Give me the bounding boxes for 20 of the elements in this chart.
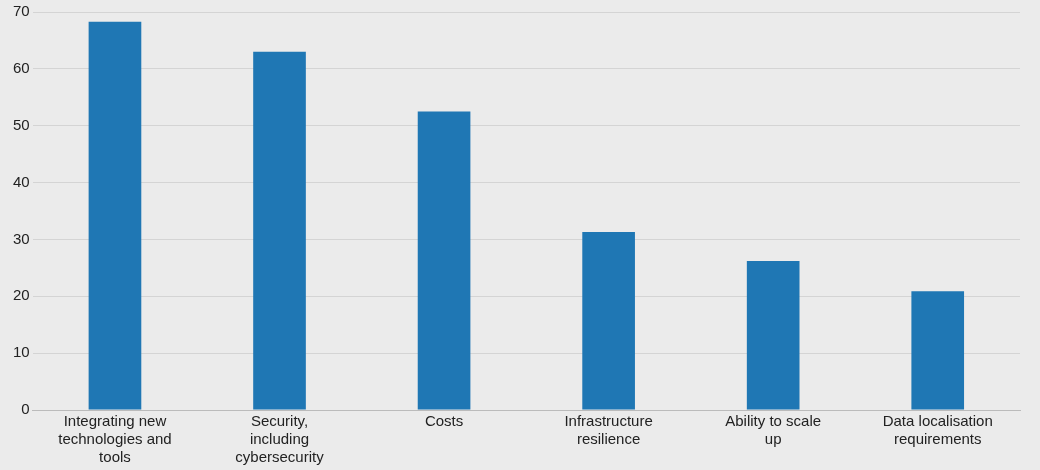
y-tick-label: 40 [13,172,30,190]
y-tick-label: 20 [13,286,30,304]
y-tick-label: 30 [13,229,30,247]
y-tick-label: 50 [13,115,30,133]
x-tick-label: Security, including cybersecurity [235,412,325,466]
bar [911,291,965,410]
x-tick-label: Costs [424,412,464,430]
y-tick-label: 0 [21,400,30,418]
y-tick-label: 10 [13,343,30,361]
x-tick-label: Ability to scale up [725,412,822,448]
bar [88,21,142,410]
x-tick-label: Integrating new technologies and tools [58,412,172,466]
bar [746,261,800,410]
bar [417,111,471,410]
y-tick-label: 70 [13,2,30,20]
y-tick-label: 60 [13,59,30,76]
bar [253,51,306,410]
x-tick-label: Data localisation requirements [882,412,993,448]
bar [582,232,635,410]
x-tick-label: Infrastructure resilience [564,412,653,448]
